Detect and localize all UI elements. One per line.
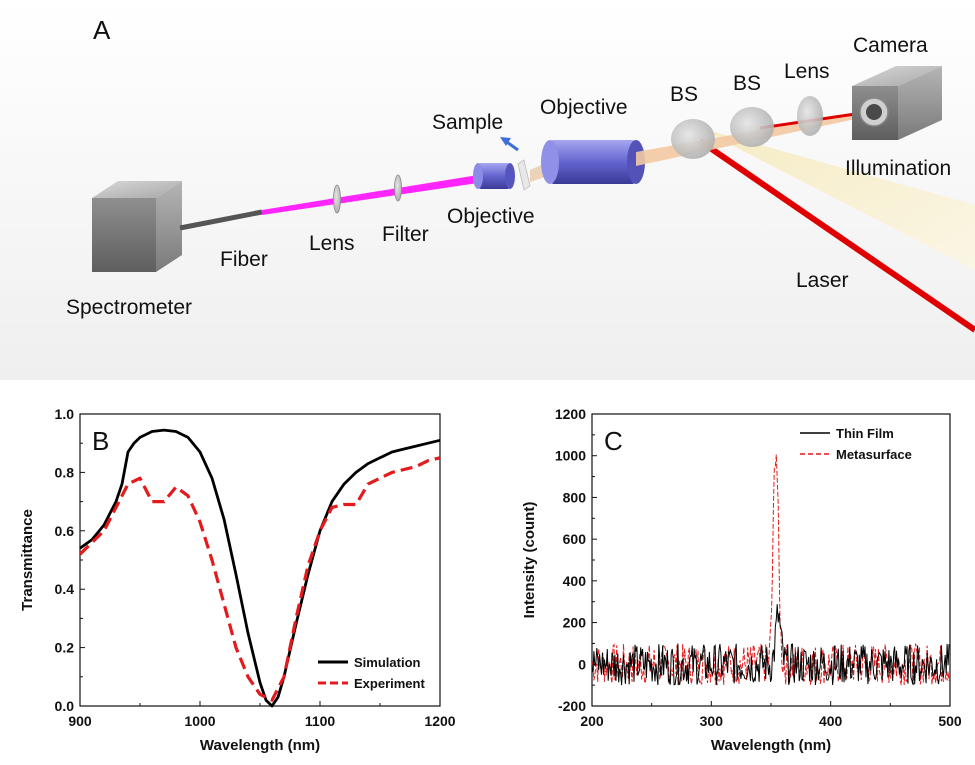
lens-2-label: Lens [784, 60, 830, 83]
x-axis-label: Wavelength (nm) [711, 737, 831, 754]
illumination-label: Illumination [845, 157, 951, 180]
lens-icon [333, 184, 341, 214]
sample-arrowhead-icon [500, 137, 511, 146]
sample-icon [517, 159, 531, 191]
panel-letter: C [604, 426, 623, 456]
series-line-simulation [79, 428, 441, 708]
y-tick-label: 1200 [555, 406, 586, 422]
lens-2-icon [797, 96, 823, 136]
camera-label: Camera [853, 34, 928, 57]
x-tick-label: 1200 [424, 713, 455, 729]
beam-splitter-1-icon [671, 119, 715, 159]
legend-label: Metasurface [836, 447, 912, 462]
bs-1-label: BS [670, 83, 698, 106]
fiber-icon [179, 209, 263, 231]
objective-small-label: Objective [447, 205, 535, 228]
y-tick-label: 600 [563, 531, 587, 547]
panel-letter: B [92, 426, 109, 456]
fiber-label: Fiber [220, 248, 268, 271]
x-tick-label: 200 [580, 713, 604, 729]
y-tick-label: 1000 [555, 448, 586, 464]
x-tick-label: 300 [700, 713, 724, 729]
sample-label: Sample [432, 111, 503, 134]
series-line-thin-film [591, 604, 950, 686]
x-tick-label: 500 [938, 713, 962, 729]
x-axis-label: Wavelength (nm) [200, 737, 320, 754]
y-tick-label: 800 [563, 489, 587, 505]
series-line-metasurface [591, 454, 950, 686]
y-tick-label: 0 [578, 656, 586, 672]
y-axis-label: Intensity (count) [521, 502, 538, 619]
camera-icon [852, 66, 942, 140]
legend-label: Thin Film [836, 426, 894, 441]
y-tick-label: 0.8 [55, 464, 75, 480]
legend-label: Simulation [354, 655, 421, 670]
x-tick-label: 1000 [184, 713, 215, 729]
panel-a-letter: A [93, 15, 111, 45]
legend-label: Experiment [354, 676, 425, 691]
filter-label: Filter [382, 223, 429, 246]
y-tick-label: 1.0 [55, 406, 75, 422]
spectrometer-icon [92, 181, 182, 272]
panel-b-chart: B 900 1000 1100 1200 0.0 0.2 0.4 0.6 0.8 1.0 Wavele… [19, 406, 456, 754]
y-tick-label: 0.0 [55, 698, 75, 714]
beam-splitter-2-icon [730, 107, 774, 147]
laser-label: Laser [796, 269, 849, 292]
x-tick-label: 900 [68, 713, 92, 729]
y-tick-label: 0.6 [55, 523, 75, 539]
objective-large-label: Objective [540, 96, 628, 119]
laser-beam [698, 138, 975, 333]
y-tick-label: 0.2 [55, 640, 75, 656]
fiber-beam [262, 175, 478, 215]
illumination-beam [700, 128, 975, 270]
y-tick-label: 400 [563, 573, 587, 589]
y-tick-label: -200 [558, 698, 586, 714]
spectrometer-label: Spectrometer [66, 296, 192, 319]
y-tick-label: 0.4 [55, 581, 75, 597]
y-tick-label: 200 [563, 615, 587, 631]
objective-small-icon [473, 163, 515, 189]
lens-label: Lens [309, 232, 355, 255]
x-tick-label: 400 [819, 713, 843, 729]
y-axis-label: Transmittance [19, 509, 36, 611]
panel-a: A [0, 0, 975, 380]
series-line-experiment [78, 456, 441, 702]
objective-large-icon [530, 140, 645, 184]
filter-icon [394, 174, 402, 202]
bs-2-label: BS [733, 72, 761, 95]
panel-c-chart: C 200 300 400 500 -200 0 200 400 600 800 1000 1200 Wa… [521, 406, 962, 754]
x-tick-label: 1100 [305, 713, 336, 729]
